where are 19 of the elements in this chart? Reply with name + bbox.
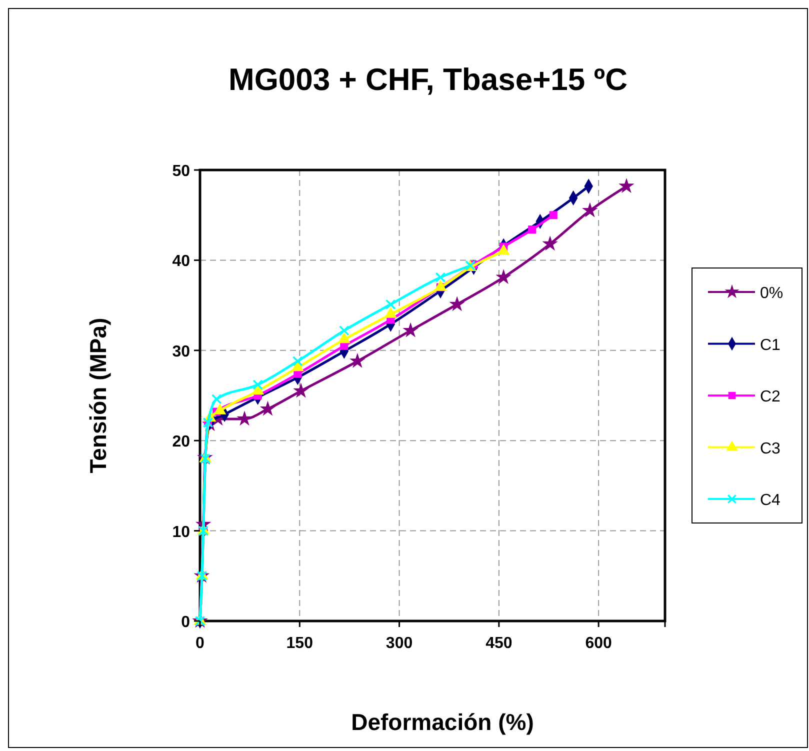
- legend-label: C4: [760, 492, 781, 509]
- legend-label: C1: [760, 336, 781, 354]
- legend-label: C2: [760, 388, 781, 406]
- x-tick-label: 0: [196, 635, 205, 652]
- y-tick-label: 40: [172, 253, 190, 270]
- x-tick-label: 600: [585, 635, 612, 652]
- y-tick-label: 20: [172, 434, 190, 451]
- y-tick-label: 50: [172, 163, 190, 180]
- x-tick-label: 300: [386, 635, 413, 652]
- x-tick-label: 150: [286, 635, 314, 652]
- y-tick-label: 0: [181, 614, 190, 631]
- chart-title: MG003 + CHF, Tbase+15 ºC: [228, 62, 628, 97]
- y-axis-title: Tensión (MPa): [85, 318, 111, 474]
- y-tick-label: 30: [172, 343, 190, 360]
- y-tick-label: 10: [172, 524, 190, 541]
- x-tick-label: 450: [486, 635, 512, 652]
- legend-label: C3: [760, 440, 781, 458]
- legend-label: 0%: [760, 285, 784, 302]
- x-axis-title: Deformación (%): [351, 709, 534, 735]
